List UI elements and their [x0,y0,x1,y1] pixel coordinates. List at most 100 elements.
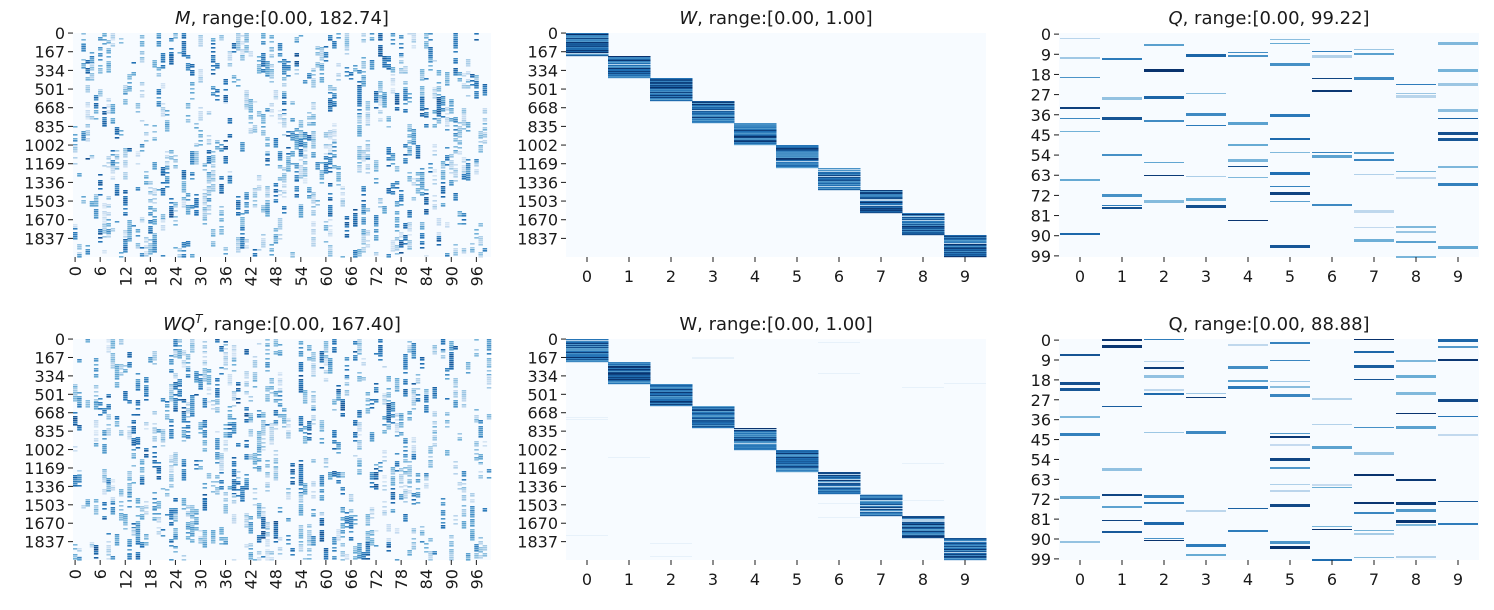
heatmap-cell [286,420,291,422]
heatmap-cell [319,495,325,497]
heatmap-cell [160,435,166,437]
heatmap-cell [148,220,153,222]
heatmap-cell [169,419,174,421]
heatmap-cell [185,69,191,71]
heatmap-cell [169,59,174,61]
heatmap-cell [692,116,735,118]
heatmap-cell [244,194,249,196]
heatmap-cell [169,150,174,152]
heatmap-cell [185,421,191,423]
heatmap-cell [144,422,149,424]
heatmap-cell [365,101,371,103]
heatmap-cell [198,79,203,81]
heatmap-cell [93,95,99,97]
heatmap-cell [415,184,421,186]
heatmap-cell [424,485,429,487]
heatmap-cell [311,154,316,156]
heatmap-cell [123,514,128,516]
heatmap-cell [164,166,170,168]
heatmap-cell [135,439,141,441]
heatmap-cell [390,242,396,244]
heatmap-cell [373,353,379,355]
heatmap-cell [411,499,417,501]
heatmap-cell [361,241,366,243]
heatmap-cell [85,404,91,406]
heatmap-cell [131,449,136,451]
panel-title: W, range:[0.00, 1.00] [679,8,872,29]
heatmap-cell [336,442,341,444]
heatmap-cell [298,138,304,140]
heatmap-cell [390,191,396,193]
heatmap-cell [403,461,408,463]
heatmap-cell [240,237,245,239]
heatmap-cell [93,553,99,555]
heatmap-cell [144,171,149,173]
heatmap-cell [311,206,316,208]
heatmap-cell [357,99,362,101]
heatmap-cell [1102,205,1142,206]
heatmap-cell [248,524,254,526]
heatmap-cell [265,472,270,474]
heatmap-cell [440,165,446,167]
heatmap-cell [73,384,78,386]
heatmap-cell [123,202,128,204]
heatmap-cell [265,65,270,67]
heatmap-cell [419,92,425,94]
heatmap-panel-0: M, range:[0.00, 182.74]01673345016688351… [24,8,491,286]
heatmap-cell [252,457,258,459]
heatmap-cell [223,146,228,148]
heatmap-cell [198,530,203,532]
heatmap-cell [449,108,454,110]
heatmap-cell [386,546,391,548]
heatmap-cell [256,513,262,515]
heatmap-cell [411,528,417,530]
heatmap-cell [277,116,283,118]
heatmap-cell [256,64,262,66]
heatmap-cell [256,445,262,447]
heatmap-cell [478,151,483,153]
heatmap-cell [440,196,446,198]
heatmap-cell [818,186,861,188]
heatmap-cell [240,227,245,229]
heatmap-cell [164,404,170,406]
x-tick-label: 8 [1411,267,1421,286]
heatmap-cell [231,465,237,467]
heatmap-cell [98,231,103,233]
heatmap-cell [323,355,329,357]
heatmap-cell [261,55,266,57]
heatmap-cell [332,442,337,444]
heatmap-cell [449,168,454,170]
heatmap-cell [169,518,174,520]
heatmap-cell [73,477,78,479]
heatmap-cell [248,118,254,120]
heatmap-cell [89,544,95,546]
heatmap-cell [407,93,412,95]
heatmap-cell [327,152,333,154]
heatmap-cell [307,139,312,141]
y-tick-label: 45 [1031,126,1051,145]
heatmap-cell [369,432,375,434]
heatmap-cell [482,134,488,136]
heatmap-cell [457,143,463,145]
heatmap-cell [277,416,283,418]
heatmap-cell [415,147,421,149]
heatmap-cell [424,407,429,409]
heatmap-cell [81,39,86,41]
heatmap-cell [219,150,224,152]
heatmap-cell [357,446,362,448]
heatmap-cell [114,192,120,194]
heatmap-cell [378,104,383,106]
heatmap-cell [240,217,245,219]
heatmap-cell [407,481,412,483]
heatmap-cell [461,169,467,171]
heatmap-cell [818,174,861,176]
heatmap-cell [269,443,274,445]
heatmap-cell [77,427,82,429]
heatmap-cell [449,164,454,166]
heatmap-cell [311,231,316,233]
heatmap-cell [77,396,82,398]
heatmap-cell [399,242,404,244]
heatmap-cell [123,365,128,367]
heatmap-cell [294,190,300,192]
heatmap-cell [311,82,316,84]
